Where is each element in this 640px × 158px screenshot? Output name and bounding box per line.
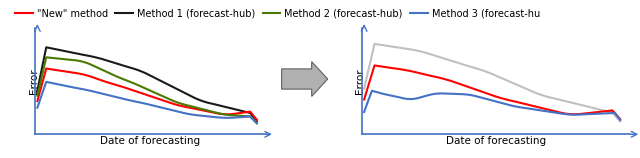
X-axis label: Date of forecasting: Date of forecasting — [100, 136, 200, 146]
X-axis label: Date of forecasting: Date of forecasting — [446, 136, 546, 146]
Legend: "New" method, Method 1 (forecast-hub), Method 2 (forecast-hub), Method 3 (foreca: "New" method, Method 1 (forecast-hub), M… — [12, 5, 544, 23]
Y-axis label: Error: Error — [355, 69, 365, 94]
FancyArrow shape — [282, 62, 328, 96]
Y-axis label: Error: Error — [29, 69, 39, 94]
